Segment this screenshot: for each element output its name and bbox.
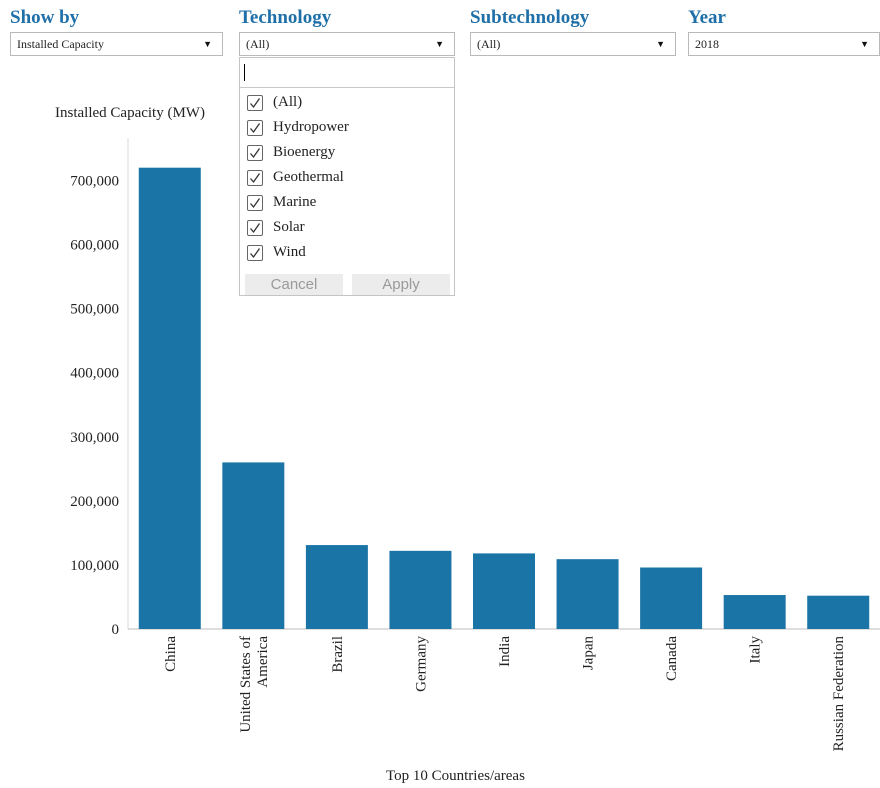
x-tick-label-line: United States of [238, 636, 254, 733]
bar [723, 595, 786, 629]
text-cursor [244, 64, 245, 81]
y-tick-label: 500,000 [70, 302, 119, 318]
y-tick-label: 700,000 [70, 174, 119, 190]
x-tick-label-line: China [163, 636, 179, 672]
checkbox[interactable] [247, 120, 263, 136]
show-by-select[interactable]: Installed Capacity ▼ [10, 32, 223, 56]
bar-chart: 0 100,000 200,000 300,000 400,000 500,000 600,… [70, 138, 880, 752]
technology-label: Technology [239, 7, 332, 28]
year-value: 2018 [695, 37, 719, 51]
bar [222, 462, 285, 629]
technology-select[interactable]: (All) ▼ [239, 32, 455, 56]
cancel-button[interactable]: Cancel [245, 274, 343, 295]
checkbox[interactable] [247, 220, 263, 236]
checkmark-icon [250, 223, 261, 234]
y-axis-title: Installed Capacity (MW) [55, 105, 205, 121]
show-by-value: Installed Capacity [17, 37, 104, 51]
chevron-down-icon: ▼ [435, 39, 444, 49]
checkmark-icon [250, 173, 261, 184]
checkmark-icon [250, 148, 261, 159]
checkbox[interactable] [247, 95, 263, 111]
x-tick-label-line: America [255, 636, 271, 688]
checkmark-icon [250, 198, 261, 209]
x-tick-label-line: Brazil [330, 636, 346, 673]
y-tick-label: 400,000 [70, 366, 119, 382]
chevron-down-icon: ▼ [203, 39, 212, 49]
subtechnology-label: Subtechnology [470, 7, 590, 28]
bar [473, 553, 535, 629]
chevron-down-icon: ▼ [656, 39, 665, 49]
technology-option-label: Wind [273, 244, 306, 260]
x-tick-label: India [497, 636, 513, 667]
x-tick-label: Canada [664, 636, 680, 681]
x-tick-label: Russian Federation [831, 636, 847, 752]
technology-option-label: (All) [273, 94, 303, 110]
year-label: Year [688, 7, 726, 28]
x-tick-label: Japan [581, 636, 597, 671]
technology-dropdown: (All) Hydropower Bioenergy Geothermal Marine… [239, 57, 455, 296]
x-tick-label: Germany [413, 636, 429, 692]
x-tick-label-line: Russian Federation [831, 636, 847, 752]
x-tick-label-line: Canada [664, 636, 680, 681]
y-tick-label: 0 [112, 622, 120, 638]
apply-button[interactable]: Apply [352, 274, 450, 295]
checkbox[interactable] [247, 195, 263, 211]
x-tick-label: Brazil [330, 636, 346, 673]
x-tick-label: Italy [748, 636, 764, 664]
bar [640, 567, 703, 629]
year-select[interactable]: 2018 ▼ [688, 32, 880, 56]
y-tick-label: 100,000 [70, 558, 119, 574]
bar [138, 167, 201, 629]
technology-option-label: Bioenergy [273, 144, 336, 160]
subtechnology-select[interactable]: (All) ▼ [470, 32, 676, 56]
x-tick-label-line: Japan [581, 636, 597, 671]
technology-option-label: Geothermal [273, 169, 344, 185]
checkmark-icon [250, 248, 261, 259]
bar [389, 550, 452, 629]
bar [556, 559, 619, 629]
x-axis-title: Top 10 Countries/areas [386, 768, 525, 784]
show-by-label: Show by [10, 7, 80, 28]
technology-option-label: Marine [273, 194, 317, 210]
y-tick-label: 600,000 [70, 238, 119, 254]
checkmark-icon [250, 123, 261, 134]
x-tick-label: China [163, 636, 179, 672]
checkbox[interactable] [247, 145, 263, 161]
x-tick-label: United States ofAmerica [238, 636, 271, 733]
y-tick-label: 200,000 [70, 494, 119, 510]
y-tick-label: 300,000 [70, 430, 119, 446]
subtechnology-value: (All) [477, 37, 501, 51]
technology-option-label: Hydropower [273, 119, 349, 135]
x-tick-label-line: India [497, 636, 513, 667]
checkmark-icon [250, 98, 261, 109]
x-tick-label-line: Germany [413, 636, 429, 692]
checkbox[interactable] [247, 170, 263, 186]
chevron-down-icon: ▼ [860, 39, 869, 49]
x-tick-label-line: Italy [748, 636, 764, 664]
checkbox[interactable] [247, 245, 263, 261]
technology-value: (All) [246, 37, 270, 51]
technology-option-label: Solar [273, 219, 305, 235]
bar [305, 545, 368, 629]
bar [807, 595, 870, 629]
technology-search-input[interactable] [240, 58, 454, 88]
